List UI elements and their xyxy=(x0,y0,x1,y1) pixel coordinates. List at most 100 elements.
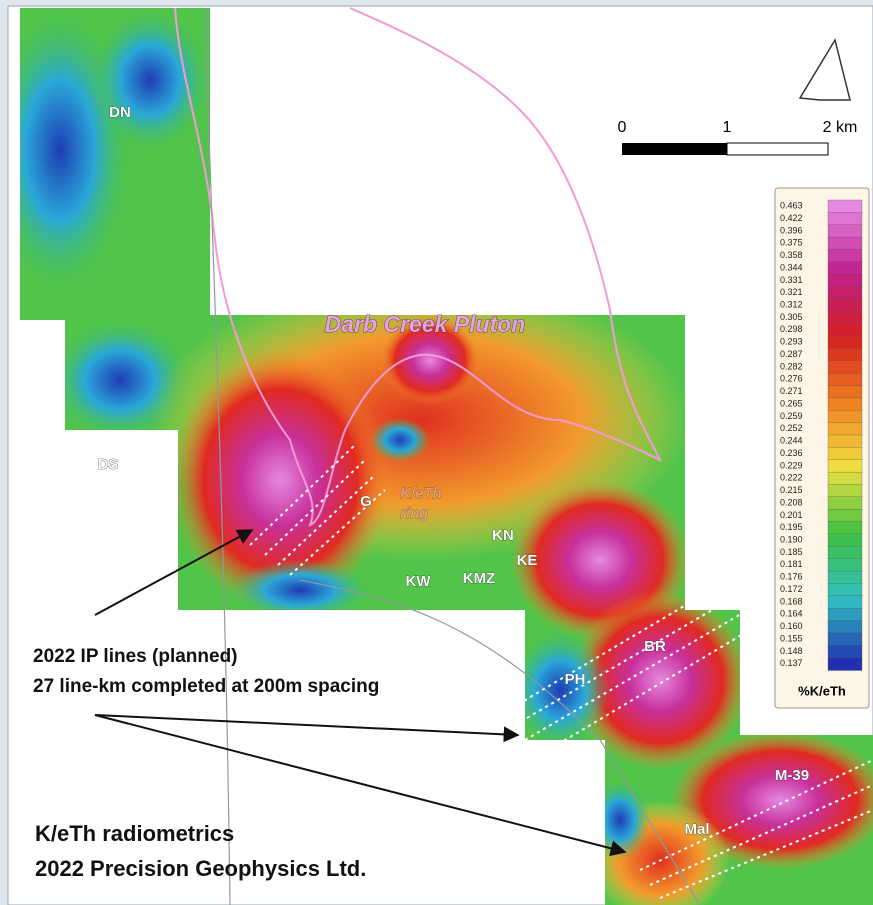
legend-label: 0.172 xyxy=(780,584,803,594)
legend-label: 0.375 xyxy=(780,238,803,248)
scale-bar xyxy=(622,143,727,155)
legend-swatch xyxy=(828,522,862,535)
legend-swatch xyxy=(828,645,862,658)
legend-title: %K/eTh xyxy=(798,683,846,698)
legend-swatch xyxy=(828,200,862,213)
legend-label: 0.181 xyxy=(780,559,803,569)
scale-bar xyxy=(727,143,828,155)
legend-swatch xyxy=(828,336,862,349)
legend-label: 0.229 xyxy=(780,460,803,470)
legend-label: 0.298 xyxy=(780,324,803,334)
legend-label: 0.331 xyxy=(780,275,803,285)
legend-label: 0.160 xyxy=(780,621,803,631)
legend-swatch xyxy=(828,398,862,411)
legend-label: 0.195 xyxy=(780,522,803,532)
legend-swatch xyxy=(828,583,862,596)
legend-swatch xyxy=(828,262,862,275)
legend-swatch xyxy=(828,435,862,448)
annotation: 27 line-km completed at 200m spacing xyxy=(33,676,379,697)
legend-label: 0.236 xyxy=(780,448,803,458)
map: 0 1 2 km Darb Creek Pluton DN DS G KN KE… xyxy=(0,0,873,905)
legend-swatch xyxy=(828,225,862,238)
legend-label: 0.312 xyxy=(780,300,803,310)
legend-swatch xyxy=(828,361,862,374)
legend-label: 0.344 xyxy=(780,262,803,272)
place-label: BR xyxy=(644,638,666,655)
credit: K/eTh radiometrics xyxy=(35,821,234,846)
legend-label: 0.271 xyxy=(780,386,803,396)
legend-label: 0.137 xyxy=(780,658,803,668)
ring-label: K/eTh xyxy=(400,485,442,502)
legend-label: 0.168 xyxy=(780,596,803,606)
place-label: KE xyxy=(517,552,538,569)
legend-label: 0.244 xyxy=(780,436,803,446)
credit: 2022 Precision Geophysics Ltd. xyxy=(35,856,366,881)
legend-label: 0.305 xyxy=(780,312,803,322)
place-label: PH xyxy=(565,671,586,688)
legend-swatch xyxy=(828,373,862,386)
legend-label: 0.259 xyxy=(780,411,803,421)
legend-swatch xyxy=(828,621,862,634)
legend-label: 0.276 xyxy=(780,374,803,384)
legend-label: 0.358 xyxy=(780,250,803,260)
legend-swatch xyxy=(828,472,862,485)
legend-swatch xyxy=(828,571,862,584)
legend-label: 0.201 xyxy=(780,510,803,520)
legend-label: 0.185 xyxy=(780,547,803,557)
legend-label: 0.396 xyxy=(780,225,803,235)
legend-swatch xyxy=(828,249,862,262)
legend-swatch xyxy=(828,237,862,250)
legend-swatch xyxy=(828,287,862,300)
place-label: M-39 xyxy=(775,767,809,784)
legend-swatch xyxy=(828,410,862,423)
legend-label: 0.208 xyxy=(780,497,803,507)
place-label: Mal xyxy=(684,821,709,838)
legend-swatch xyxy=(828,559,862,572)
legend-swatch xyxy=(828,324,862,337)
scale-label: 0 xyxy=(618,119,627,136)
legend-swatch xyxy=(828,274,862,287)
legend-label: 0.222 xyxy=(780,473,803,483)
place-label: G xyxy=(360,493,372,510)
legend-label: 0.287 xyxy=(780,349,803,359)
legend-swatch xyxy=(828,484,862,497)
pluton-title: Darb Creek Pluton xyxy=(325,311,526,337)
legend-label: 0.148 xyxy=(780,646,803,656)
legend-label: 0.176 xyxy=(780,572,803,582)
scale-label: 1 xyxy=(723,119,732,136)
place-label: KN xyxy=(492,527,514,544)
ring-label: ring xyxy=(400,505,428,522)
legend-label: 0.164 xyxy=(780,609,803,619)
legend-swatch xyxy=(828,658,862,671)
legend-label: 0.215 xyxy=(780,485,803,495)
legend-swatch xyxy=(828,311,862,324)
legend-label: 0.293 xyxy=(780,337,803,347)
legend-label: 0.463 xyxy=(780,201,803,211)
legend-swatch xyxy=(828,497,862,510)
legend-label: 0.321 xyxy=(780,287,803,297)
legend-swatch xyxy=(828,608,862,621)
annotation: 2022 IP lines (planned) xyxy=(33,646,238,667)
legend-label: 0.422 xyxy=(780,213,803,223)
place-label: DS xyxy=(98,456,119,473)
legend-swatch xyxy=(828,509,862,522)
legend-swatch xyxy=(828,447,862,460)
legend-label: 0.190 xyxy=(780,535,803,545)
scale-label: 2 km xyxy=(823,119,858,136)
legend-label: 0.155 xyxy=(780,633,803,643)
legend-swatch xyxy=(828,460,862,473)
legend-label: 0.282 xyxy=(780,361,803,371)
legend-swatch xyxy=(828,299,862,312)
legend-swatch xyxy=(828,386,862,399)
place-label: KW xyxy=(406,573,432,590)
legend-swatch xyxy=(828,534,862,547)
place-label: DN xyxy=(109,104,131,121)
legend-label: 0.252 xyxy=(780,423,803,433)
legend-swatch xyxy=(828,423,862,436)
legend-swatch xyxy=(828,348,862,361)
place-label: KMZ xyxy=(463,570,496,587)
legend-swatch xyxy=(828,546,862,559)
legend-swatch xyxy=(828,633,862,646)
legend-label: 0.265 xyxy=(780,398,803,408)
legend-swatch xyxy=(828,596,862,609)
